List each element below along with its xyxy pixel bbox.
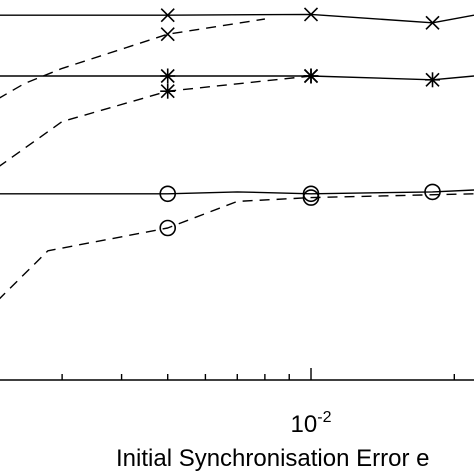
data-point-circle — [159, 219, 177, 237]
x-tick-exponent: -2 — [317, 409, 331, 426]
x-tick-base: 10 — [291, 411, 318, 438]
data-point-circle — [424, 183, 441, 201]
data-point-x — [303, 7, 319, 22]
series-line-dashed-x — [0, 18, 266, 99]
x-tick-label: 10-2 — [291, 409, 332, 438]
data-point-asterisk — [425, 72, 441, 88]
series-line-dashed-circle — [0, 193, 474, 300]
data-point-x — [160, 8, 175, 23]
data-point-circle — [159, 185, 177, 203]
x-axis-label: Initial Synchronisation Error e — [116, 445, 429, 472]
markers-layer — [159, 7, 441, 237]
series-line-dashed-asterisk — [0, 75, 312, 167]
data-point-asterisk — [160, 83, 176, 99]
data-point-asterisk — [303, 68, 319, 84]
data-point-x — [425, 15, 440, 30]
axes — [0, 368, 474, 381]
data-point-circle — [302, 185, 320, 203]
data-point-circle — [302, 189, 320, 206]
series-layer — [0, 13, 474, 300]
data-point-asterisk — [160, 68, 176, 84]
x-axis-minor-ticks — [61, 374, 455, 380]
data-point-x — [160, 27, 175, 42]
